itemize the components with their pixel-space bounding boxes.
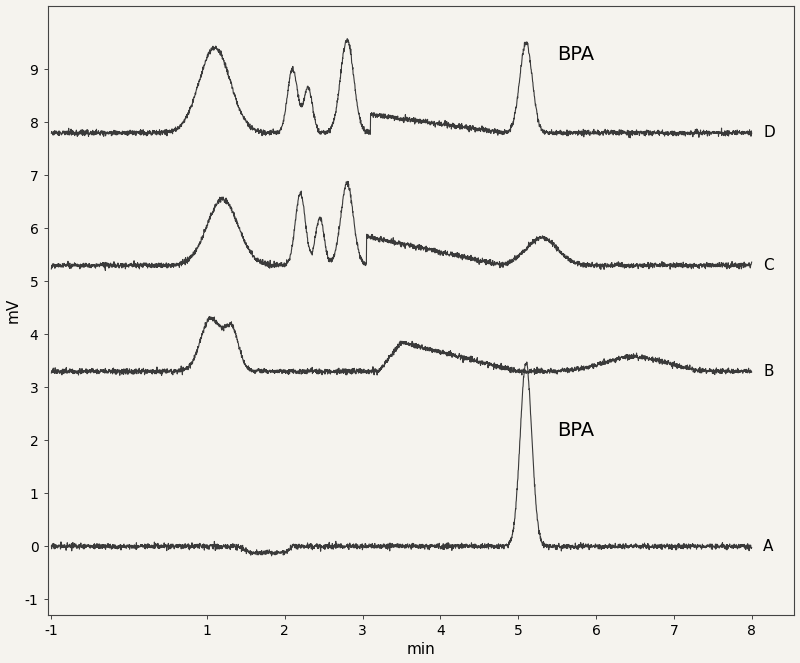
- Text: B: B: [763, 364, 774, 379]
- X-axis label: min: min: [406, 642, 435, 658]
- Text: BPA: BPA: [557, 45, 594, 64]
- Y-axis label: mV: mV: [6, 298, 21, 323]
- Text: BPA: BPA: [557, 421, 594, 440]
- Text: C: C: [763, 258, 774, 273]
- Text: D: D: [763, 125, 775, 141]
- Text: A: A: [763, 539, 774, 554]
